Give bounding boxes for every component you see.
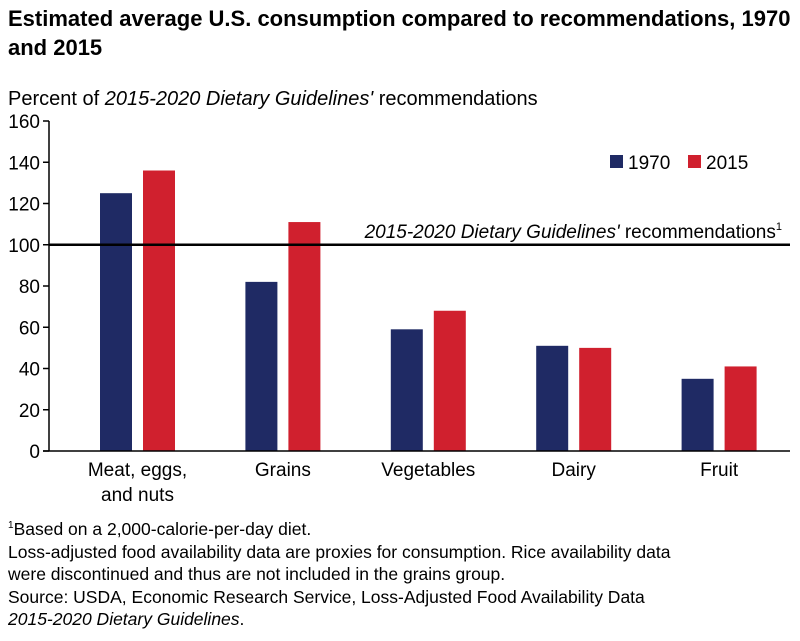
- x-axis-labels: Meat, eggs, and nuts Grains Vegetables Dairy…: [88, 460, 739, 506]
- y-axis-ticks: 0 20 40 60 80 100 120 140 160: [8, 112, 49, 463]
- reference-label-suffix: recommendations: [620, 222, 776, 243]
- x-tick-label: Dairy: [552, 460, 597, 481]
- x-tick-label-line: Meat, eggs,: [88, 460, 187, 481]
- bar-2015: [724, 366, 757, 451]
- footnote-marker: 1: [8, 520, 14, 532]
- bar-1970: [536, 345, 569, 451]
- bar-2015: [579, 347, 612, 451]
- reference-label-italic: 2015-2020 Dietary Guidelines': [364, 222, 621, 243]
- reference-line-group: 2015-2020 Dietary Guidelines' recommenda…: [49, 221, 790, 246]
- x-tick-label: Fruit: [700, 460, 739, 481]
- legend-label-1970: 1970: [628, 153, 670, 174]
- x-tick-label-line: Fruit: [700, 460, 739, 481]
- bar-2015: [143, 170, 175, 451]
- bar-1970: [100, 193, 132, 451]
- bar-1970: [681, 378, 714, 451]
- bars: [100, 170, 757, 451]
- y-tick-label: 60: [19, 318, 40, 339]
- y-tick-label: 120: [8, 195, 40, 216]
- source-suffix: .: [239, 609, 245, 629]
- x-tick-label-line: Dairy: [552, 460, 597, 481]
- note-line-3: were discontinued and thus are not inclu…: [8, 564, 506, 584]
- y-tick-label: 80: [19, 277, 40, 298]
- bar-2015: [433, 310, 466, 451]
- footnote: 1Based on a 2,000-calorie-per-day diet.: [8, 518, 796, 541]
- x-tick-label-line: Grains: [255, 460, 311, 481]
- source-line-2: 2015-2020 Dietary Guidelines.: [8, 608, 796, 631]
- y-axis-label: Percent of 2015-2020 Dietary Guidelines'…: [8, 87, 538, 111]
- y-tick-label: 160: [8, 112, 40, 133]
- source-italic: 2015-2020 Dietary Guidelines: [8, 609, 240, 629]
- footnote-text: Based on a 2,000-calorie-per-day diet.: [13, 519, 312, 539]
- x-tick-label-line: and nuts: [101, 485, 174, 506]
- y-tick-label: 0: [29, 442, 40, 463]
- source-line: Source: USDA, Economic Research Service,…: [8, 586, 645, 607]
- bar-2015: [288, 222, 321, 451]
- y-tick-label: 40: [19, 360, 40, 381]
- x-tick-label-line: Vegetables: [381, 460, 475, 481]
- legend-label-2015: 2015: [706, 153, 748, 174]
- x-tick-label: Meat, eggs, and nuts: [88, 460, 187, 506]
- x-tick-label: Vegetables: [381, 460, 475, 481]
- y-axis-label-suffix: recommendations: [373, 88, 538, 110]
- y-tick-label: 140: [8, 153, 40, 174]
- bar-1970: [390, 329, 423, 451]
- notes: 1Based on a 2,000-calorie-per-day diet. …: [8, 518, 796, 631]
- reference-line-label: 2015-2020 Dietary Guidelines' recommenda…: [364, 221, 782, 243]
- legend-swatch-2015: [688, 155, 701, 168]
- reference-label-sup: 1: [776, 221, 782, 233]
- y-axis-label-prefix: Percent of: [8, 88, 105, 110]
- x-tick-label: Grains: [255, 460, 311, 481]
- legend-swatch-1970: [610, 155, 623, 168]
- y-axis-label-italic: 2015-2020 Dietary Guidelines': [104, 88, 374, 110]
- chart-title: Estimated average U.S. consumption compa…: [8, 6, 791, 60]
- y-tick-label: 20: [19, 401, 40, 422]
- bar-1970: [245, 281, 278, 451]
- note-line-2: Loss-adjusted food availability data are…: [8, 541, 671, 562]
- legend: 1970 2015: [610, 153, 748, 174]
- y-tick-label: 100: [8, 236, 40, 257]
